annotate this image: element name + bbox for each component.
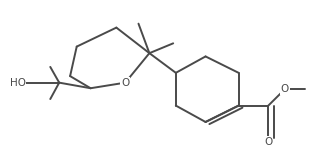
Text: O: O [121,78,129,88]
Text: O: O [281,84,289,94]
Text: O: O [264,137,272,147]
Text: HO: HO [10,78,26,88]
